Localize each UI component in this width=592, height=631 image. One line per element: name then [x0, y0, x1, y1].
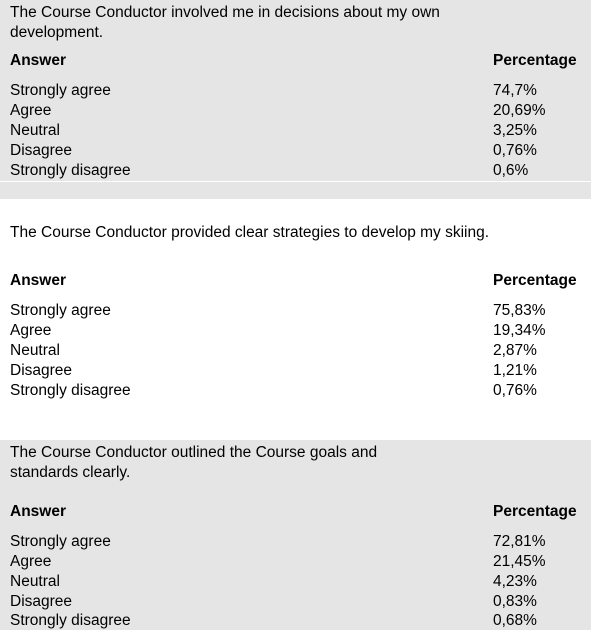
table-row: Agree 20,69% [0, 101, 591, 121]
percentage-value: 0,76% [493, 142, 537, 159]
table-row: Disagree 0,76% [0, 141, 591, 161]
percentage-value: 3,25% [493, 122, 537, 139]
answer-label: Agree [10, 322, 52, 339]
table-row: Neutral 3,25% [0, 121, 591, 141]
percentage-value: 0,76% [493, 382, 537, 399]
table-row: Strongly disagree 0,76% [0, 381, 591, 401]
percentage-column-header: Percentage [493, 503, 577, 520]
percentage-value: 0,83% [493, 593, 537, 610]
answer-label: Neutral [10, 122, 60, 139]
survey-block-1: The Course Conductor involved me in deci… [0, 0, 591, 181]
answer-label: Strongly agree [10, 302, 111, 319]
percentage-value: 0,6% [493, 162, 529, 179]
percentage-column-header: Percentage [493, 52, 577, 69]
answer-label: Strongly disagree [10, 162, 131, 179]
answer-column-header: Answer [10, 272, 66, 289]
answer-label: Disagree [10, 142, 73, 159]
answer-column-header: Answer [10, 503, 66, 520]
percentage-value: 0,68% [493, 612, 537, 629]
table-row: Strongly agree 72,81% [0, 532, 591, 552]
answer-label: Disagree [10, 593, 73, 610]
answer-column-header: Answer [10, 52, 66, 69]
table-row: Agree 21,45% [0, 552, 591, 572]
question-text: The Course Conductor provided clear stra… [10, 224, 490, 241]
percentage-value: 75,83% [493, 302, 546, 319]
answer-label: Strongly agree [10, 82, 111, 99]
percentage-value: 74,7% [493, 82, 537, 99]
table-row: Neutral 2,87% [0, 341, 591, 361]
answer-label: Agree [10, 553, 52, 570]
percentage-value: 21,45% [493, 553, 546, 570]
table-row: Strongly disagree 0,6% [0, 161, 591, 181]
answer-label: Strongly disagree [10, 612, 131, 629]
table-row: Neutral 4,23% [0, 572, 591, 592]
answer-label: Neutral [10, 342, 60, 359]
question-text: The Course Conductor outlined the Course… [10, 444, 378, 481]
table-row: Disagree 1,21% [0, 361, 591, 381]
survey-block-3: The Course Conductor outlined the Course… [0, 440, 591, 630]
percentage-value: 2,87% [493, 342, 537, 359]
table-row: Disagree 0,83% [0, 592, 591, 612]
table-row: Strongly agree 74,7% [0, 81, 591, 101]
percentage-value: 4,23% [493, 573, 537, 590]
block-separator [0, 181, 591, 199]
percentage-value: 20,69% [493, 102, 546, 119]
answer-label: Agree [10, 102, 52, 119]
table-row: Strongly agree 75,83% [0, 301, 591, 321]
answer-label: Disagree [10, 362, 73, 379]
answer-label: Strongly agree [10, 533, 111, 550]
table-row: Agree 19,34% [0, 321, 591, 341]
percentage-value: 19,34% [493, 322, 546, 339]
percentage-value: 72,81% [493, 533, 546, 550]
survey-block-2: The Course Conductor provided clear stra… [0, 200, 591, 440]
answer-label: Strongly disagree [10, 382, 131, 399]
question-text: The Course Conductor involved me in deci… [10, 4, 440, 41]
percentage-value: 1,21% [493, 362, 537, 379]
percentage-column-header: Percentage [493, 272, 577, 289]
table-row: Strongly disagree 0,68% [0, 611, 591, 631]
answer-label: Neutral [10, 573, 60, 590]
